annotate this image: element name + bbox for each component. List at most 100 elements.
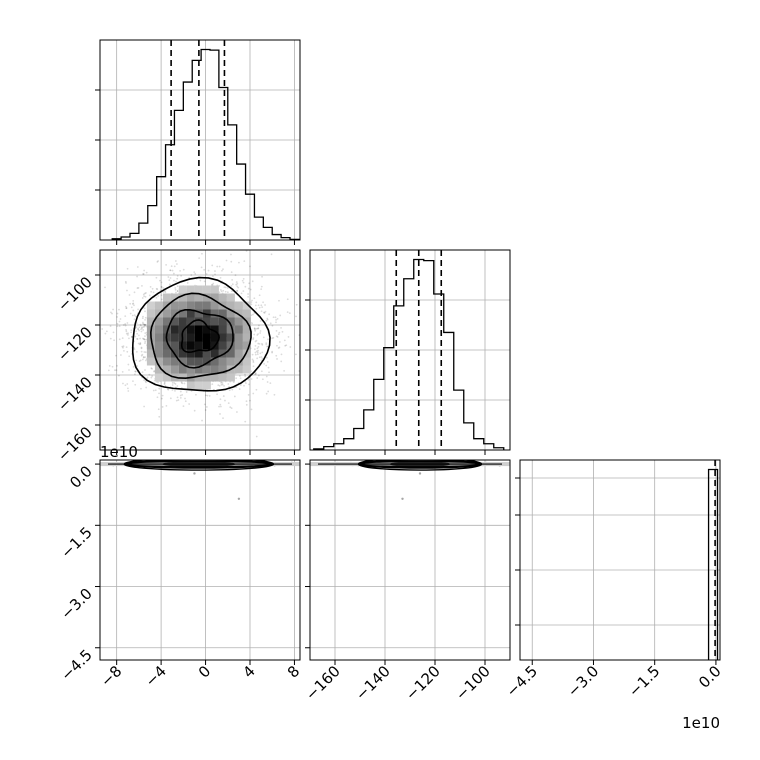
scatter-point bbox=[261, 275, 263, 278]
scatter-point bbox=[175, 399, 178, 402]
scatter-point bbox=[146, 376, 149, 379]
density-cell bbox=[202, 317, 211, 326]
scatter-point bbox=[141, 297, 144, 299]
scatter-point bbox=[266, 317, 269, 320]
scatter-point bbox=[257, 346, 260, 348]
scatter-point bbox=[122, 346, 124, 349]
scatter-point bbox=[142, 273, 144, 275]
density-content bbox=[100, 460, 300, 471]
density-cell bbox=[218, 357, 227, 366]
density-cell bbox=[162, 293, 171, 302]
scatter-point bbox=[137, 308, 139, 311]
scatter-point bbox=[262, 336, 265, 339]
density-cell bbox=[178, 349, 187, 358]
density-cell bbox=[146, 301, 155, 310]
density-cell bbox=[154, 341, 163, 350]
scatter-point bbox=[133, 318, 136, 321]
x-tick-label: −8 bbox=[97, 662, 125, 690]
density-cell bbox=[186, 349, 195, 358]
scatter-point bbox=[222, 417, 224, 420]
scatter-point bbox=[267, 366, 270, 369]
density-cell bbox=[218, 293, 227, 302]
scatter-point bbox=[126, 350, 129, 353]
density-cell bbox=[242, 309, 251, 318]
scatter-point bbox=[121, 345, 124, 348]
density-cell bbox=[234, 365, 243, 374]
scatter-point bbox=[224, 399, 226, 402]
scatter-point bbox=[259, 352, 262, 355]
contour-line bbox=[150, 292, 252, 379]
scatter-point bbox=[283, 369, 285, 372]
density-cell bbox=[210, 349, 219, 358]
scatter-point bbox=[275, 329, 278, 332]
scatter-point bbox=[141, 327, 143, 330]
scatter-point bbox=[206, 394, 209, 397]
scatter-point bbox=[156, 288, 159, 291]
density-cell bbox=[162, 317, 171, 326]
scatter-point bbox=[132, 380, 134, 382]
scatter-point bbox=[145, 292, 147, 294]
density-panel bbox=[310, 460, 510, 660]
scatter-point bbox=[238, 375, 241, 377]
scatter-point bbox=[180, 274, 183, 277]
scatter-point bbox=[245, 382, 247, 384]
scatter-point bbox=[199, 279, 202, 282]
scatter-point bbox=[254, 373, 256, 376]
scatter-point bbox=[125, 329, 128, 331]
scatter-point bbox=[141, 358, 144, 361]
x-tick-label: 8 bbox=[284, 662, 303, 681]
density-cell bbox=[186, 285, 195, 294]
scatter-point bbox=[193, 409, 196, 412]
scatter-point bbox=[150, 367, 153, 370]
scatter-point bbox=[135, 326, 138, 329]
scatter-point bbox=[142, 356, 145, 358]
y-offset-text: 1e10 bbox=[100, 443, 138, 461]
scatter-point bbox=[303, 333, 305, 335]
scatter-point bbox=[144, 369, 146, 371]
density-cell bbox=[194, 349, 203, 358]
scatter-point bbox=[256, 357, 259, 360]
scatter-point bbox=[256, 334, 259, 336]
scatter-point bbox=[140, 346, 143, 349]
scatter-point bbox=[266, 360, 269, 363]
scatter-point bbox=[254, 345, 257, 347]
scatter-point bbox=[127, 334, 129, 336]
scatter-point bbox=[257, 304, 260, 307]
x-tick-label: −140 bbox=[352, 662, 394, 704]
scatter-point bbox=[254, 330, 256, 332]
scatter-point bbox=[221, 383, 224, 386]
scatter-point bbox=[280, 353, 283, 356]
scatter-point bbox=[260, 310, 263, 313]
scatter-point bbox=[107, 369, 110, 372]
x-tick-label: −120 bbox=[402, 662, 444, 704]
y-tick-label: −3.0 bbox=[57, 585, 95, 623]
scatter-point bbox=[278, 299, 280, 302]
outlier-point bbox=[401, 497, 404, 500]
scatter-point bbox=[236, 289, 239, 292]
scatter-point bbox=[265, 343, 268, 346]
scatter-point bbox=[259, 320, 262, 322]
scatter-point bbox=[131, 303, 134, 305]
scatter-point bbox=[258, 294, 261, 297]
outlier-point bbox=[237, 497, 241, 500]
scatter-point bbox=[220, 405, 222, 408]
scatter-point bbox=[119, 318, 122, 320]
scatter-point bbox=[272, 336, 275, 339]
scatter-point bbox=[245, 403, 248, 406]
scatter-point bbox=[212, 275, 214, 278]
scatter-point bbox=[235, 377, 238, 380]
scatter-point bbox=[169, 269, 172, 272]
scatter-point bbox=[116, 316, 118, 318]
scatter-point bbox=[288, 312, 291, 315]
scatter-point bbox=[143, 295, 145, 298]
density-cell bbox=[194, 285, 203, 294]
scatter-point bbox=[143, 338, 146, 341]
scatter-point bbox=[267, 338, 269, 341]
scatter-point bbox=[254, 340, 257, 343]
density-cell bbox=[186, 341, 195, 350]
scatter-point bbox=[86, 350, 88, 352]
scatter-point bbox=[255, 307, 258, 310]
density-cell bbox=[210, 301, 219, 310]
scatter-point bbox=[253, 333, 256, 336]
